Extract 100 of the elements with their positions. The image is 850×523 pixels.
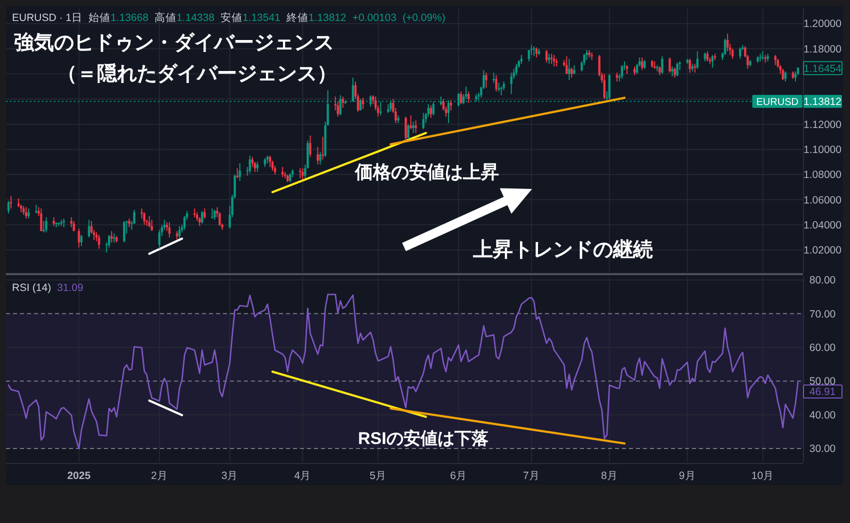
- x-tick-label: 2月: [150, 470, 168, 482]
- candlestick: [322, 136, 324, 160]
- candlestick: [510, 72, 512, 95]
- x-tick-label: 7月: [523, 470, 540, 482]
- candlestick: [668, 57, 671, 74]
- x-tick-label: 3月: [221, 470, 238, 482]
- y-tick-label: 1.04000: [804, 219, 842, 232]
- text: 強気のヒドゥン・ダイバージェンス（＝隠れたダイバージェンス）: [14, 32, 337, 85]
- candlestick: [465, 86, 468, 100]
- candlestick: [158, 229, 160, 250]
- candlestick: [774, 54, 776, 66]
- candlestick: [316, 146, 319, 165]
- candlestick: [739, 46, 742, 60]
- candlestick: [566, 56, 568, 74]
- candlestick: [492, 72, 495, 84]
- y-tick-label: 1.02000: [804, 244, 842, 257]
- candlestick: [407, 124, 410, 140]
- candlestick: [342, 96, 344, 108]
- annotation: 価格の安値は上昇: [354, 162, 499, 182]
- y-tick-label: 40.00: [809, 409, 836, 422]
- candlestick: [78, 228, 80, 248]
- annotation: 31.09: [57, 282, 84, 294]
- text: RSI (14): [12, 282, 52, 294]
- candlestick: [148, 216, 150, 228]
- candlestick: [98, 234, 100, 250]
- candlestick: [35, 204, 38, 214]
- candlestick: [143, 212, 146, 226]
- candlestick: [726, 33, 729, 52]
- y-tick-label: 1.06000: [804, 194, 842, 206]
- candlestick: [661, 56, 664, 74]
- candlestick: [784, 70, 786, 82]
- candlestick: [410, 114, 412, 130]
- y-tick-label: 1.12000: [804, 118, 842, 131]
- x-tick-label: 6月: [450, 470, 467, 482]
- candlestick: [268, 155, 272, 168]
- candlestick: [28, 208, 30, 220]
- y-tick-label: 60.00: [809, 342, 836, 354]
- candlestick: [460, 91, 462, 105]
- y-tick-label: 1.20000: [804, 18, 842, 30]
- candlestick: [238, 162, 241, 182]
- candlestick: [254, 161, 256, 172]
- candlestick: [404, 116, 407, 142]
- candlestick: [45, 216, 48, 233]
- candlestick: [80, 234, 83, 247]
- y-tick-label: 1.18000: [804, 43, 842, 56]
- candlestick: [498, 82, 500, 92]
- candlestick: [674, 67, 676, 78]
- candlestick: [711, 54, 714, 68]
- x-tick-label: 8月: [600, 470, 618, 482]
- candlestick: [211, 208, 214, 220]
- x-tick-label: 4月: [294, 470, 312, 482]
- x-tick-label: 2025: [67, 470, 91, 482]
- candlestick: [468, 91, 470, 104]
- x-tick-label: 9月: [678, 470, 696, 482]
- candlestick: [586, 50, 588, 61]
- ref-line-label: 50.00: [809, 376, 836, 388]
- candlestick: [150, 219, 153, 232]
- y-tick-label: 1.08000: [804, 169, 842, 182]
- candlestick: [568, 58, 570, 81]
- candlestick: [25, 206, 28, 220]
- candlestick: [236, 168, 238, 179]
- x-tick-label: 5月: [370, 470, 387, 482]
- candlestick: [782, 68, 784, 81]
- candlestick: [671, 66, 674, 77]
- candlestick: [457, 92, 460, 108]
- candlestick: [495, 74, 498, 92]
- candlestick: [10, 195, 12, 209]
- y-tick-label: 80.00: [809, 274, 836, 287]
- candlestick: [724, 38, 726, 56]
- chart-subtitle: EURUSD · 1日: [12, 12, 83, 24]
- candlestick: [608, 73, 611, 101]
- candlestick: [319, 151, 322, 165]
- candlestick: [570, 67, 573, 78]
- candlestick: [688, 58, 691, 74]
- candlestick: [369, 94, 372, 108]
- candlestick: [204, 208, 206, 220]
- candlestick: [620, 64, 624, 80]
- ref-line-label: 70.00: [809, 308, 836, 320]
- candlestick: [201, 210, 204, 224]
- ref-line-label: EURUSD 1.13812: [756, 96, 842, 108]
- y-tick-label: 1.10000: [804, 144, 842, 156]
- annotation: 1.16454: [804, 62, 842, 75]
- annotation: 上昇トレンドの継続: [472, 239, 653, 261]
- candlestick: [214, 209, 216, 220]
- candlestick: [123, 220, 126, 243]
- candlestick: [414, 120, 417, 134]
- candlestick: [485, 72, 488, 88]
- candlestick: [676, 62, 678, 77]
- annotation: 46.91: [809, 386, 836, 398]
- candlestick: [603, 73, 606, 100]
- candlestick: [42, 220, 45, 233]
- candlestick: [412, 121, 414, 134]
- candlestick: [302, 168, 304, 180]
- candlestick: [552, 54, 556, 67]
- x-tick-label: 10月: [751, 470, 774, 482]
- candlestick: [299, 168, 302, 179]
- candlestick: [7, 200, 10, 214]
- candlestick: [550, 53, 553, 64]
- candlestick: [548, 53, 550, 64]
- ref-line-label: 30.00: [809, 443, 836, 456]
